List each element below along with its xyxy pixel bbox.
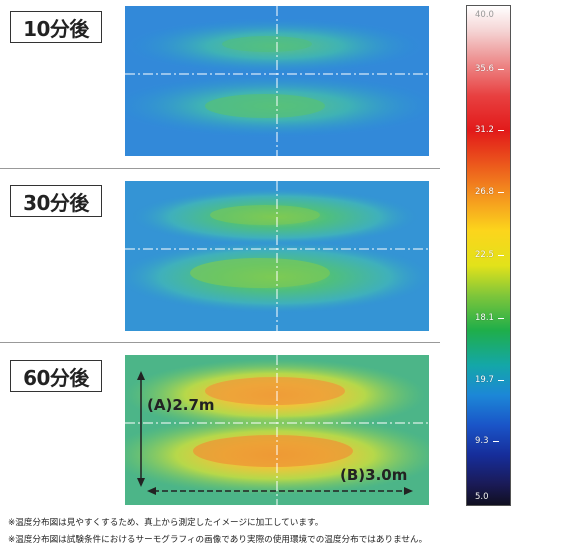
footnote: ※温度分布図は見やすくするため、真上から測定したイメージに加工しています。 [8,518,324,528]
colorbar-tick: 9.3 [475,436,511,446]
panel-label-text: 30分後 [23,190,89,215]
height-annotation: (A)2.7m [147,396,215,414]
time-label-10min: 10分後 [10,11,102,43]
colorbar-tick: 40.0 [475,10,494,20]
temperature-colorbar [466,5,511,506]
thermal-image-60min [125,355,429,505]
colorbar-tick: 5.0 [475,492,489,502]
thermal-image-10min [125,6,429,156]
colorbar-tick: 26.8 [475,187,511,197]
footnote: ※温度分布図は試験条件におけるサーモグラフィの画像であり実際の使用環境での温度分… [8,535,428,545]
colorbar-tick: 35.6 [475,64,511,74]
separator [0,168,440,169]
width-annotation: (B)3.0m [340,466,408,484]
panel-label-text: 60分後 [23,365,89,390]
thermal-image-30min [125,181,429,331]
separator [0,342,440,343]
panel-label-text: 10分後 [23,16,89,41]
colorbar-tick: 18.1 [475,313,511,323]
time-label-60min: 60分後 [10,360,102,392]
colorbar-tick: 19.7 [475,375,511,385]
colorbar-tick: 22.5 [475,250,511,260]
colorbar-tick: 31.2 [475,125,511,135]
time-label-30min: 30分後 [10,185,102,217]
